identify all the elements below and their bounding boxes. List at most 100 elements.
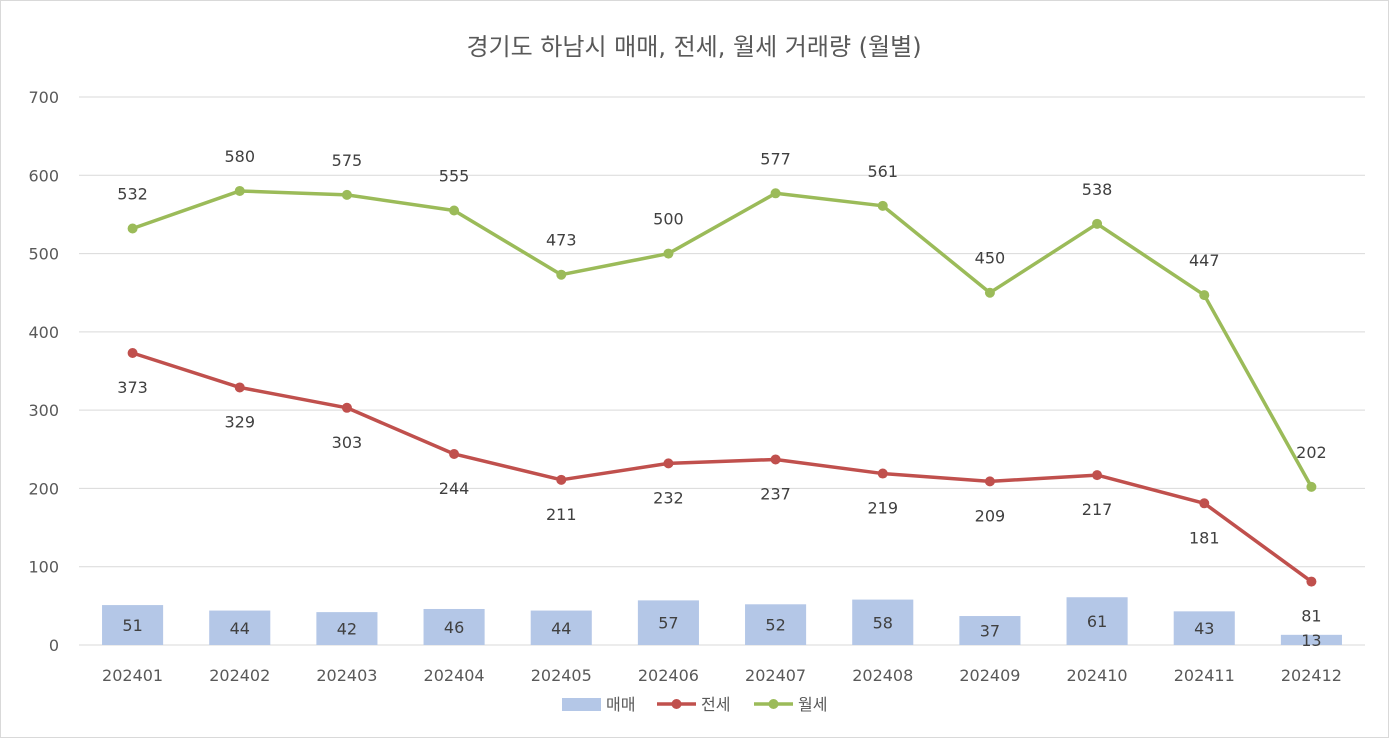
y-tick-label: 200: [28, 479, 59, 498]
bar-매매: [423, 608, 485, 645]
line-data-label: 561: [867, 162, 898, 181]
x-tick-label: 202412: [1281, 666, 1342, 685]
point-전세: [663, 458, 674, 469]
x-tick-label: 202408: [852, 666, 913, 685]
point-월세: [877, 200, 888, 211]
line-data-label: 202: [1296, 443, 1327, 462]
bar-매매: [316, 612, 378, 645]
legend-swatch: [562, 698, 601, 711]
line-data-label: 219: [867, 499, 898, 518]
legend-label: 매매: [606, 695, 635, 714]
y-tick-label: 500: [28, 245, 59, 264]
line-data-label: 447: [1189, 251, 1220, 270]
point-월세: [341, 189, 352, 200]
x-tick-label: 202409: [959, 666, 1020, 685]
point-전세: [341, 402, 352, 413]
bar-data-label: 58: [873, 613, 893, 632]
line-data-label: 211: [546, 505, 577, 524]
line-data-label: 500: [653, 210, 684, 229]
line-data-label: 209: [975, 506, 1006, 525]
bar-data-label: 43: [1194, 619, 1214, 638]
bar-data-label: 37: [980, 622, 1000, 641]
x-tick-label: 202406: [638, 666, 699, 685]
point-월세: [1092, 218, 1103, 229]
point-월세: [1306, 481, 1317, 492]
point-전세: [1306, 576, 1317, 587]
point-월세: [1199, 290, 1210, 301]
x-tick-label: 202411: [1174, 666, 1235, 685]
point-전세: [556, 474, 567, 485]
point-월세: [770, 188, 781, 199]
bar-series: 51 44 42 46 44 57 52 58 37 61 43 13: [102, 597, 1342, 650]
y-tick-label: 400: [28, 323, 59, 342]
x-tick-label: 202405: [531, 666, 592, 685]
point-월세: [984, 287, 995, 298]
bar-매매: [1173, 611, 1235, 645]
line-전세: [132, 351, 1313, 584]
line-series: 373 329 303 244 211 232 237 219 209 217 181 81 532 58…: [117, 147, 1326, 626]
point-월세: [127, 223, 138, 234]
bar-매매: [102, 605, 164, 645]
point-전세: [234, 382, 245, 393]
point-월세: [234, 185, 245, 196]
point-전세: [877, 468, 888, 479]
bar-매매: [637, 600, 699, 645]
x-tick-label: 202410: [1067, 666, 1128, 685]
y-tick-label: 300: [28, 401, 59, 420]
line-data-label: 532: [117, 185, 148, 204]
bar-data-label: 51: [122, 616, 142, 635]
line-data-label: 329: [224, 412, 255, 431]
bar-매매: [852, 599, 914, 645]
line-data-label: 181: [1189, 528, 1220, 547]
line-data-label: 577: [760, 149, 791, 168]
bar-data-label: 44: [551, 619, 571, 638]
bar-data-label: 44: [230, 619, 250, 638]
point-전세: [127, 347, 138, 358]
gridlines: [79, 96, 1365, 646]
y-axis-ticks: 0 100 200 300 400 500 600 700: [28, 88, 59, 655]
point-월세: [449, 205, 460, 216]
legend: 매매 전세 월세: [562, 695, 827, 714]
x-tick-label: 202403: [316, 666, 377, 685]
bar-data-label: 52: [765, 616, 785, 635]
line-data-label: 237: [760, 484, 791, 503]
bar-data-label: 42: [337, 620, 357, 639]
bar-매매: [1066, 597, 1128, 645]
line-월세: [132, 189, 1313, 488]
line-data-label: 244: [439, 479, 470, 498]
line-data-label: 575: [332, 151, 363, 170]
legend-marker: [768, 699, 779, 709]
x-axis-ticks: 202401 202402 202403 202404 202405 202406 2024…: [102, 666, 1342, 685]
y-tick-label: 0: [49, 636, 59, 655]
x-tick-label: 202404: [424, 666, 485, 685]
y-tick-label: 100: [28, 558, 59, 577]
y-tick-label: 700: [28, 88, 59, 107]
line-data-label: 217: [1082, 500, 1113, 519]
point-전세: [1092, 470, 1103, 481]
line-data-label: 303: [332, 433, 363, 452]
point-월세: [556, 269, 567, 280]
line-data-label: 555: [439, 167, 470, 186]
x-tick-label: 202401: [102, 666, 163, 685]
line-data-label: 373: [117, 378, 148, 397]
point-월세: [663, 248, 674, 259]
bar-매매: [1280, 634, 1342, 645]
legend-label: 월세: [798, 695, 827, 714]
line-data-label: 538: [1082, 180, 1113, 199]
bar-매매: [530, 610, 592, 645]
bar-매매: [959, 616, 1021, 645]
point-전세: [1199, 498, 1210, 509]
line-data-label: 580: [224, 147, 255, 166]
bar-매매: [209, 610, 271, 645]
line-data-label: 232: [653, 488, 684, 507]
line-data-label: 81: [1301, 607, 1321, 626]
x-tick-label: 202402: [209, 666, 270, 685]
y-tick-label: 600: [28, 166, 59, 185]
x-tick-label: 202407: [745, 666, 806, 685]
line-data-label: 450: [975, 249, 1006, 268]
bar-data-label: 13: [1301, 631, 1321, 650]
point-전세: [984, 476, 995, 487]
chart-title: 경기도 하남시 매매, 전세, 월세 거래량 (월별): [466, 33, 921, 61]
bar-data-label: 57: [658, 614, 678, 633]
